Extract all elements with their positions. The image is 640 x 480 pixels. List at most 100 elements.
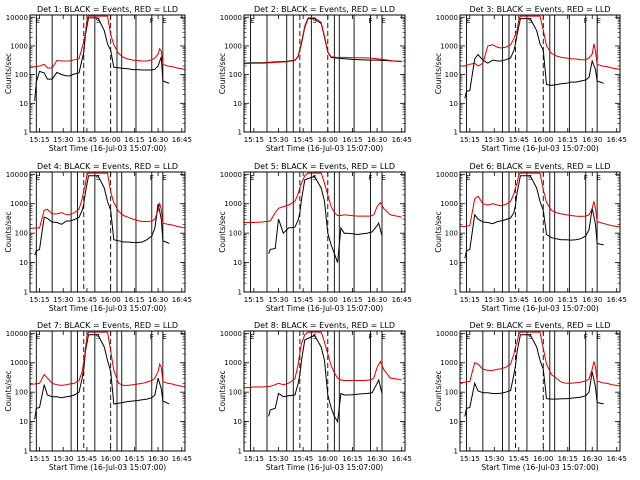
marker-letter: F <box>368 17 372 25</box>
plot-area <box>30 172 185 292</box>
x-tick-label: 16:45 <box>392 136 412 144</box>
plot-frame <box>459 171 621 293</box>
x-tick-label: 16:00 <box>533 455 553 463</box>
x-tick-label: 15:45 <box>293 296 313 304</box>
y-tick-label: 100 <box>15 230 28 238</box>
y-tick-label: 100 <box>15 389 28 397</box>
marker-letter: E <box>36 333 40 341</box>
x-axis-label: Start Time (16-Jul-03 15:07:00) <box>49 463 166 472</box>
y-tick-label: 1000 <box>224 200 242 208</box>
panel-6: Det 6: BLACK = Events, RED = LLD 1 10 100 10… <box>434 162 627 313</box>
marker-letter: S <box>528 333 533 341</box>
marker-letter: S <box>312 174 317 182</box>
lld-series-line <box>244 17 402 65</box>
x-tick-label: 16:30 <box>148 455 168 463</box>
x-tick-label: 15:30 <box>53 455 73 463</box>
chart-title: Det 8: BLACK = Events, RED = LLD <box>254 321 395 330</box>
lld-series-line <box>460 331 620 387</box>
x-tick-label: 15:45 <box>509 455 529 463</box>
y-axis-label: Counts/sec <box>218 211 227 252</box>
chart-title: Det 3: BLACK = Events, RED = LLD <box>470 5 611 14</box>
marker-letter: F <box>584 174 588 182</box>
marker-letter: E <box>597 333 601 341</box>
chart-title: Det 7: BLACK = Events, RED = LLD <box>37 321 178 330</box>
y-tick-label: 1000 <box>440 359 458 367</box>
events-series-line <box>268 334 383 424</box>
marker-letter: E <box>466 333 470 341</box>
y-tick-label: 100 <box>445 389 458 397</box>
y-tick-label: 10000 <box>220 14 242 22</box>
plot-frame <box>243 171 406 293</box>
y-tick-label: 10000 <box>220 171 242 179</box>
marker-letter: E <box>250 174 254 182</box>
marker-letter: S <box>312 17 317 25</box>
y-tick-label: 10 <box>233 100 242 108</box>
y-tick-label: 1 <box>24 448 28 456</box>
y-tick-label: 10 <box>449 418 458 426</box>
marker-letter: F <box>150 174 154 182</box>
x-tick-label: 16:30 <box>582 136 602 144</box>
panel-8: Det 8: BLACK = Events, RED = LLD 1 10 100 10… <box>218 321 412 472</box>
plot-frame <box>243 330 406 452</box>
y-tick-label: 10000 <box>436 171 458 179</box>
panel-5: Det 5: BLACK = Events, RED = LLD 1 10 100 10… <box>218 162 412 313</box>
y-tick-label: 100 <box>445 230 458 238</box>
x-tick-label: 15:45 <box>293 455 313 463</box>
x-tick-label: 16:15 <box>124 455 144 463</box>
y-axis-label: Counts/sec <box>4 53 13 94</box>
x-tick-label: 15:15 <box>460 136 480 144</box>
y-tick-label: 10 <box>449 100 458 108</box>
marker-letter: E <box>597 17 601 25</box>
events-series-line <box>464 175 604 259</box>
y-axis-label: Counts/sec <box>218 53 227 94</box>
marker-letter: E <box>36 17 40 25</box>
y-axis-label: Counts/sec <box>434 370 443 411</box>
y-tick-label: 10000 <box>6 330 28 338</box>
x-axis-label: Start Time (16-Jul-03 15:07:00) <box>49 144 166 153</box>
x-tick-label: 16:00 <box>101 455 121 463</box>
y-tick-label: 10 <box>19 418 28 426</box>
marker-letter: E <box>250 17 254 25</box>
y-tick-label: 1 <box>24 129 28 137</box>
events-series-line <box>268 175 383 263</box>
x-tick-label: 15:15 <box>244 296 264 304</box>
panel-2: Det 2: BLACK = Events, RED = LLD 1 10 100 10… <box>218 5 412 153</box>
x-tick-label: 16:45 <box>607 136 627 144</box>
x-tick-label: 15:45 <box>77 136 97 144</box>
marker-letter: F <box>368 333 372 341</box>
lld-series-line <box>30 15 185 71</box>
x-tick-label: 16:00 <box>318 296 338 304</box>
y-tick-label: 1 <box>454 448 458 456</box>
y-tick-label: 10000 <box>6 171 28 179</box>
plot-frame <box>243 14 406 133</box>
chart-title: Det 2: BLACK = Events, RED = LLD <box>254 5 395 14</box>
y-tick-label: 100 <box>229 71 242 79</box>
y-axis-label: Counts/sec <box>218 370 227 411</box>
lld-series-line <box>244 331 402 389</box>
y-tick-label: 1 <box>24 289 28 297</box>
lld-series-line <box>244 172 402 223</box>
x-tick-label: 16:00 <box>533 136 553 144</box>
x-axis-label: Start Time (16-Jul-03 15:07:00) <box>481 304 598 313</box>
x-tick-label: 16:15 <box>342 455 362 463</box>
panel-7: Det 7: BLACK = Events, RED = LLD 1 10 100 10… <box>4 321 192 472</box>
x-tick-label: 16:00 <box>318 455 338 463</box>
x-axis-label: Start Time (16-Jul-03 15:07:00) <box>266 463 383 472</box>
x-axis-label: Start Time (16-Jul-03 15:07:00) <box>266 144 383 153</box>
y-tick-label: 1000 <box>10 42 28 50</box>
panel-4: Det 4: BLACK = Events, RED = LLD 1 10 100 10… <box>4 162 192 313</box>
x-tick-label: 16:30 <box>367 455 387 463</box>
plot-frame <box>29 14 186 133</box>
y-tick-label: 10000 <box>436 14 458 22</box>
panel-3: Det 3: BLACK = Events, RED = LLD 1 10 100 10… <box>434 5 627 153</box>
marker-letter: S <box>96 333 101 341</box>
x-tick-label: 15:30 <box>268 455 288 463</box>
y-tick-label: 1000 <box>440 42 458 50</box>
x-tick-label: 15:30 <box>53 296 73 304</box>
y-tick-label: 10 <box>233 259 242 267</box>
y-tick-label: 10000 <box>6 14 28 22</box>
y-tick-label: 10000 <box>220 330 242 338</box>
marker-letter: S <box>528 17 533 25</box>
marker-letter: E <box>466 17 470 25</box>
